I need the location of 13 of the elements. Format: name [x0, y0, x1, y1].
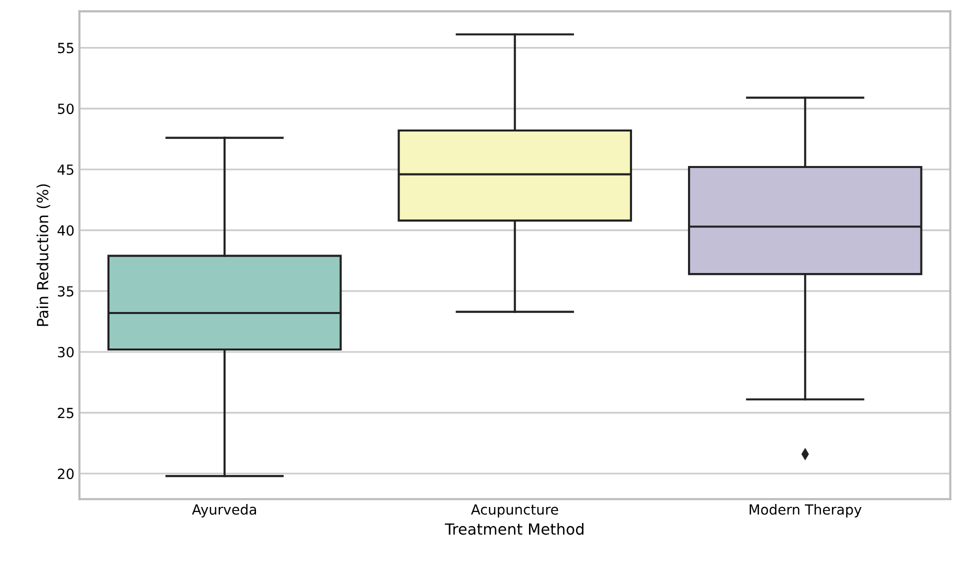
y-tick-label: 55 [58, 42, 74, 54]
y-tick-label: 50 [58, 104, 74, 114]
y-tick-label: 20 [58, 468, 74, 480]
y-tick-label: 45 [58, 164, 74, 175]
x-tick-label: Ayurveda [192, 504, 256, 518]
x-tick-label: Acupuncture [471, 504, 558, 518]
y-axis-title: Pain Reduction (%) [36, 184, 50, 326]
y-tick-label: 25 [58, 408, 74, 418]
x-tick-label: Modern Therapy [750, 504, 862, 518]
y-tick-label: 35 [58, 286, 74, 297]
y-tick-label: 30 [58, 346, 74, 358]
x-axis-title: Treatment Method [444, 523, 584, 535]
y-tick-label: 40 [58, 225, 74, 236]
